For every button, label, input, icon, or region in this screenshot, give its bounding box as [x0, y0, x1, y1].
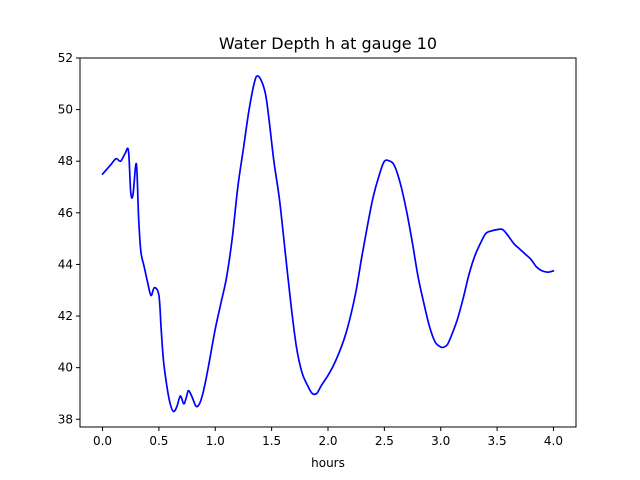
y-tick-label: 50	[58, 103, 73, 117]
y-tick-label: 44	[58, 257, 73, 271]
y-tick-label: 38	[58, 412, 73, 426]
x-tick-label: 2.5	[375, 434, 394, 448]
x-tick-label: 3.5	[488, 434, 507, 448]
x-tick-label: 2.0	[318, 434, 337, 448]
x-tick-label: 0.0	[93, 434, 112, 448]
plot-area	[79, 57, 577, 428]
x-tick-label: 1.0	[206, 434, 225, 448]
y-tick-label: 48	[58, 154, 73, 168]
x-axis-label: hours	[311, 456, 345, 470]
x-tick-label: 0.5	[149, 434, 168, 448]
series-layer	[101, 75, 555, 413]
chart-title: Water Depth h at gauge 10	[219, 34, 437, 53]
x-tick-label: 4.0	[544, 434, 563, 448]
water-depth-series-line	[101, 75, 555, 413]
x-tick-label: 3.0	[431, 434, 450, 448]
x-axis-ticks: 0.0 0.5 1.0 1.5 2.0 2.5 3.0 3.5 4.0	[93, 427, 563, 448]
x-tick-label: 1.5	[262, 434, 281, 448]
y-tick-label: 46	[58, 206, 73, 220]
y-tick-label: 52	[58, 51, 73, 65]
y-tick-label: 42	[58, 309, 73, 323]
y-axis-ticks: 38 40 42 44 46 48 50 52	[58, 51, 80, 426]
y-tick-label: 40	[58, 361, 73, 375]
